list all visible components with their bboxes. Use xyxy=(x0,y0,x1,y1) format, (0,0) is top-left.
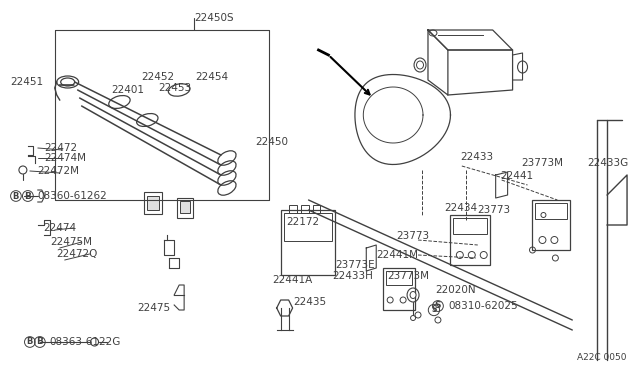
Text: 22452: 22452 xyxy=(141,72,175,82)
Bar xyxy=(450,215,490,265)
Text: 23773M: 23773M xyxy=(522,158,564,168)
Text: 22472Q: 22472Q xyxy=(57,249,98,259)
Text: 22475M: 22475M xyxy=(50,237,92,247)
Text: B: B xyxy=(27,337,33,346)
Text: 23773: 23773 xyxy=(477,205,510,215)
Text: B: B xyxy=(24,192,31,201)
Bar xyxy=(180,201,190,213)
Text: 08363-6122G: 08363-6122G xyxy=(50,337,121,347)
Text: 22454: 22454 xyxy=(195,72,228,82)
Text: B: B xyxy=(13,192,19,201)
Bar xyxy=(386,271,412,285)
Text: 22433H: 22433H xyxy=(332,271,373,281)
Text: 22474: 22474 xyxy=(43,223,76,233)
Bar xyxy=(284,213,332,241)
Text: 08310-62025: 08310-62025 xyxy=(448,301,518,311)
Text: 22472M: 22472M xyxy=(37,166,79,176)
Bar xyxy=(532,200,570,250)
Text: 22453: 22453 xyxy=(158,83,191,93)
Ellipse shape xyxy=(410,292,416,298)
Text: 22434: 22434 xyxy=(444,203,477,213)
Text: 22474M: 22474M xyxy=(44,153,86,163)
Text: S: S xyxy=(435,301,441,311)
Text: 22020N: 22020N xyxy=(435,285,476,295)
Bar xyxy=(147,196,159,210)
Text: 22450S: 22450S xyxy=(194,13,234,23)
Bar xyxy=(289,205,296,213)
Text: 23773: 23773 xyxy=(396,231,429,241)
Bar xyxy=(312,205,321,213)
Bar xyxy=(301,205,308,213)
Text: 22433: 22433 xyxy=(460,152,493,162)
Bar xyxy=(383,268,415,310)
Text: B: B xyxy=(36,337,44,346)
Text: 22401: 22401 xyxy=(111,85,145,95)
Bar xyxy=(281,210,335,275)
Text: 22475: 22475 xyxy=(138,303,170,313)
Bar xyxy=(536,203,567,219)
Text: 22172: 22172 xyxy=(287,217,320,227)
Text: 22433G: 22433G xyxy=(588,158,628,168)
Bar xyxy=(145,192,162,214)
Text: 23773M: 23773M xyxy=(387,271,429,281)
Bar xyxy=(453,218,486,234)
Text: A22C 0050: A22C 0050 xyxy=(577,353,627,362)
Text: 23773E: 23773E xyxy=(335,260,375,270)
Text: 22450: 22450 xyxy=(255,137,288,147)
Text: 22472: 22472 xyxy=(44,143,77,153)
Text: S: S xyxy=(431,305,436,314)
Text: 22441M: 22441M xyxy=(376,250,418,260)
Text: 22451: 22451 xyxy=(10,77,43,87)
Text: 22441: 22441 xyxy=(500,171,534,181)
Text: 22435: 22435 xyxy=(294,297,327,307)
Text: 08360-61262: 08360-61262 xyxy=(38,191,108,201)
Ellipse shape xyxy=(417,61,424,69)
Text: 22441A: 22441A xyxy=(273,275,313,285)
Ellipse shape xyxy=(61,78,75,86)
Bar xyxy=(177,198,193,218)
